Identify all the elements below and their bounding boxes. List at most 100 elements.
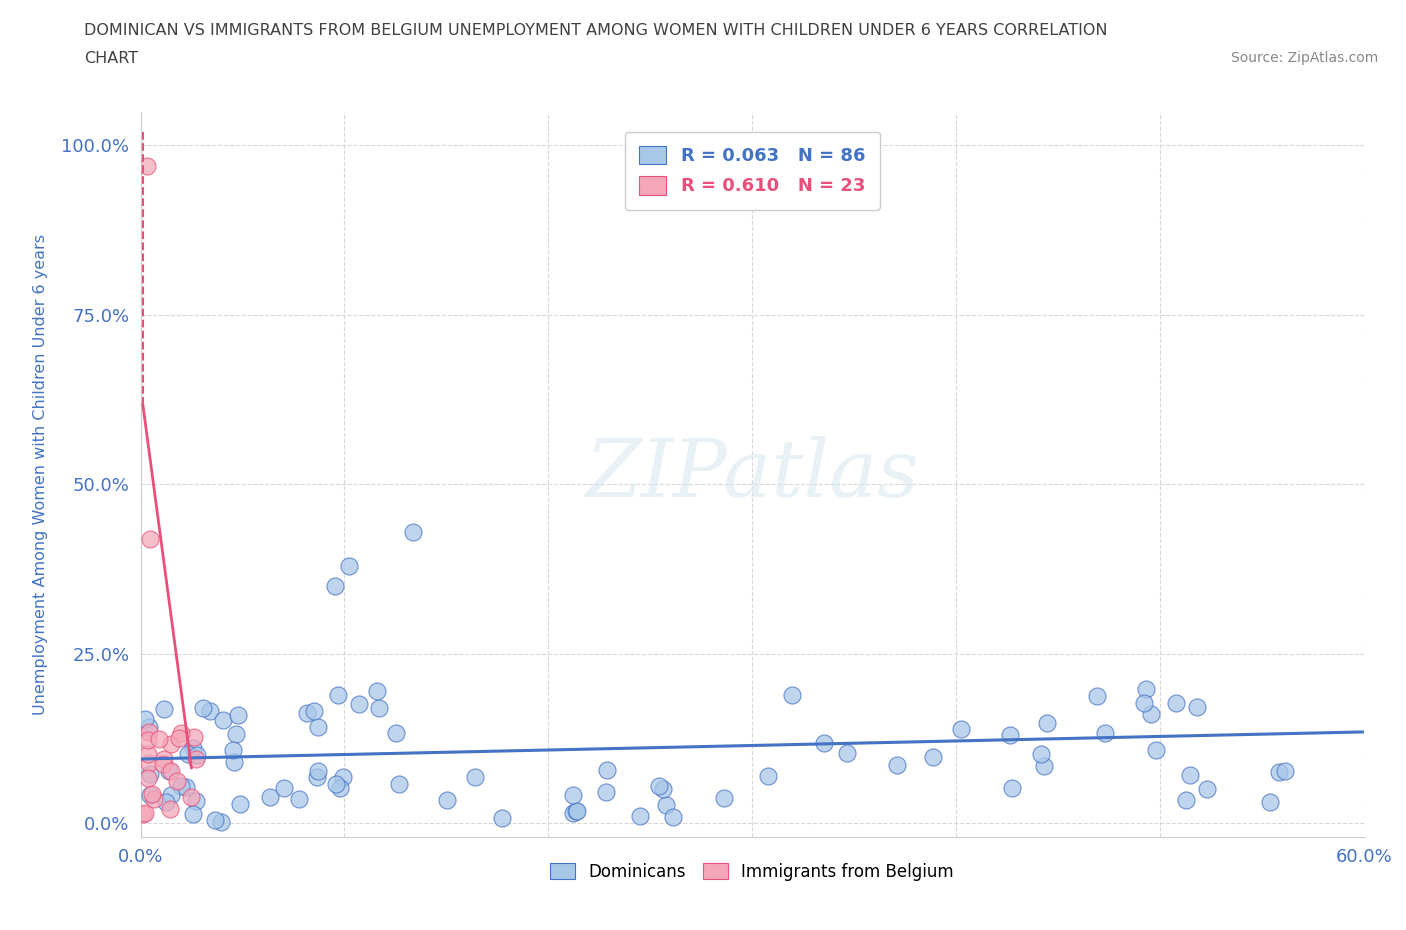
- Point: [1135, 682, 1157, 697]
- Point: [388, 777, 411, 791]
- Point: [332, 769, 354, 784]
- Point: [813, 736, 835, 751]
- Text: Source: ZipAtlas.com: Source: ZipAtlas.com: [1230, 51, 1378, 65]
- Point: [152, 757, 174, 772]
- Point: [183, 730, 205, 745]
- Point: [491, 811, 513, 826]
- Point: [169, 725, 191, 740]
- Point: [464, 770, 486, 785]
- Point: [950, 721, 973, 736]
- Point: [209, 815, 232, 830]
- Point: [222, 754, 245, 769]
- Point: [138, 720, 160, 735]
- Point: [180, 790, 202, 804]
- Point: [225, 726, 247, 741]
- Point: [139, 766, 162, 781]
- Legend: Dominicans, Immigrants from Belgium: Dominicans, Immigrants from Belgium: [537, 849, 967, 894]
- Point: [384, 725, 406, 740]
- Point: [402, 525, 425, 539]
- Point: [153, 702, 176, 717]
- Point: [1258, 794, 1281, 809]
- Point: [134, 805, 156, 820]
- Point: [167, 731, 190, 746]
- Point: [782, 687, 804, 702]
- Point: [136, 747, 159, 762]
- Point: [562, 788, 585, 803]
- Point: [155, 795, 177, 810]
- Point: [200, 704, 222, 719]
- Point: [595, 785, 617, 800]
- Point: [1085, 689, 1108, 704]
- Point: [186, 747, 208, 762]
- Point: [998, 727, 1021, 742]
- Point: [368, 700, 391, 715]
- Point: [177, 747, 200, 762]
- Point: [295, 706, 318, 721]
- Point: [159, 737, 181, 751]
- Point: [307, 764, 329, 779]
- Point: [1274, 764, 1296, 778]
- Point: [181, 806, 204, 821]
- Point: [1031, 747, 1053, 762]
- Point: [170, 778, 193, 793]
- Point: [1001, 780, 1024, 795]
- Text: ZIPatlas: ZIPatlas: [585, 435, 920, 513]
- Point: [135, 158, 157, 173]
- Point: [134, 711, 156, 726]
- Point: [565, 804, 588, 818]
- Point: [1132, 696, 1154, 711]
- Point: [148, 732, 170, 747]
- Point: [229, 796, 252, 811]
- Text: DOMINICAN VS IMMIGRANTS FROM BELGIUM UNEMPLOYMENT AMONG WOMEN WITH CHILDREN UNDE: DOMINICAN VS IMMIGRANTS FROM BELGIUM UNE…: [84, 23, 1108, 38]
- Text: CHART: CHART: [84, 51, 138, 66]
- Point: [153, 752, 176, 767]
- Point: [222, 742, 245, 757]
- Point: [648, 778, 671, 793]
- Point: [628, 809, 651, 824]
- Point: [181, 741, 204, 756]
- Y-axis label: Unemployment Among Women with Children Under 6 years: Unemployment Among Women with Children U…: [32, 233, 48, 715]
- Point: [1094, 725, 1116, 740]
- Point: [758, 769, 780, 784]
- Point: [349, 697, 371, 711]
- Point: [436, 793, 458, 808]
- Point: [337, 558, 360, 573]
- Point: [1178, 768, 1201, 783]
- Point: [1144, 743, 1167, 758]
- Point: [886, 757, 908, 772]
- Point: [204, 812, 226, 827]
- Point: [139, 531, 162, 546]
- Point: [366, 684, 388, 698]
- Point: [326, 687, 349, 702]
- Point: [212, 713, 235, 728]
- Point: [139, 788, 162, 803]
- Point: [186, 793, 208, 808]
- Point: [138, 755, 160, 770]
- Point: [329, 780, 352, 795]
- Point: [1197, 782, 1219, 797]
- Point: [662, 809, 685, 824]
- Point: [138, 733, 160, 748]
- Point: [307, 720, 329, 735]
- Point: [1166, 695, 1188, 710]
- Point: [1185, 700, 1208, 715]
- Point: [304, 704, 326, 719]
- Point: [166, 773, 188, 788]
- Point: [160, 764, 183, 778]
- Point: [138, 724, 160, 739]
- Point: [259, 790, 281, 804]
- Point: [835, 745, 858, 760]
- Point: [655, 798, 678, 813]
- Point: [713, 791, 735, 806]
- Point: [1139, 707, 1161, 722]
- Point: [160, 788, 183, 803]
- Point: [191, 701, 214, 716]
- Point: [922, 750, 945, 764]
- Point: [1174, 793, 1197, 808]
- Point: [273, 781, 295, 796]
- Point: [307, 770, 329, 785]
- Point: [561, 805, 583, 820]
- Point: [652, 782, 675, 797]
- Point: [132, 806, 155, 821]
- Point: [226, 708, 249, 723]
